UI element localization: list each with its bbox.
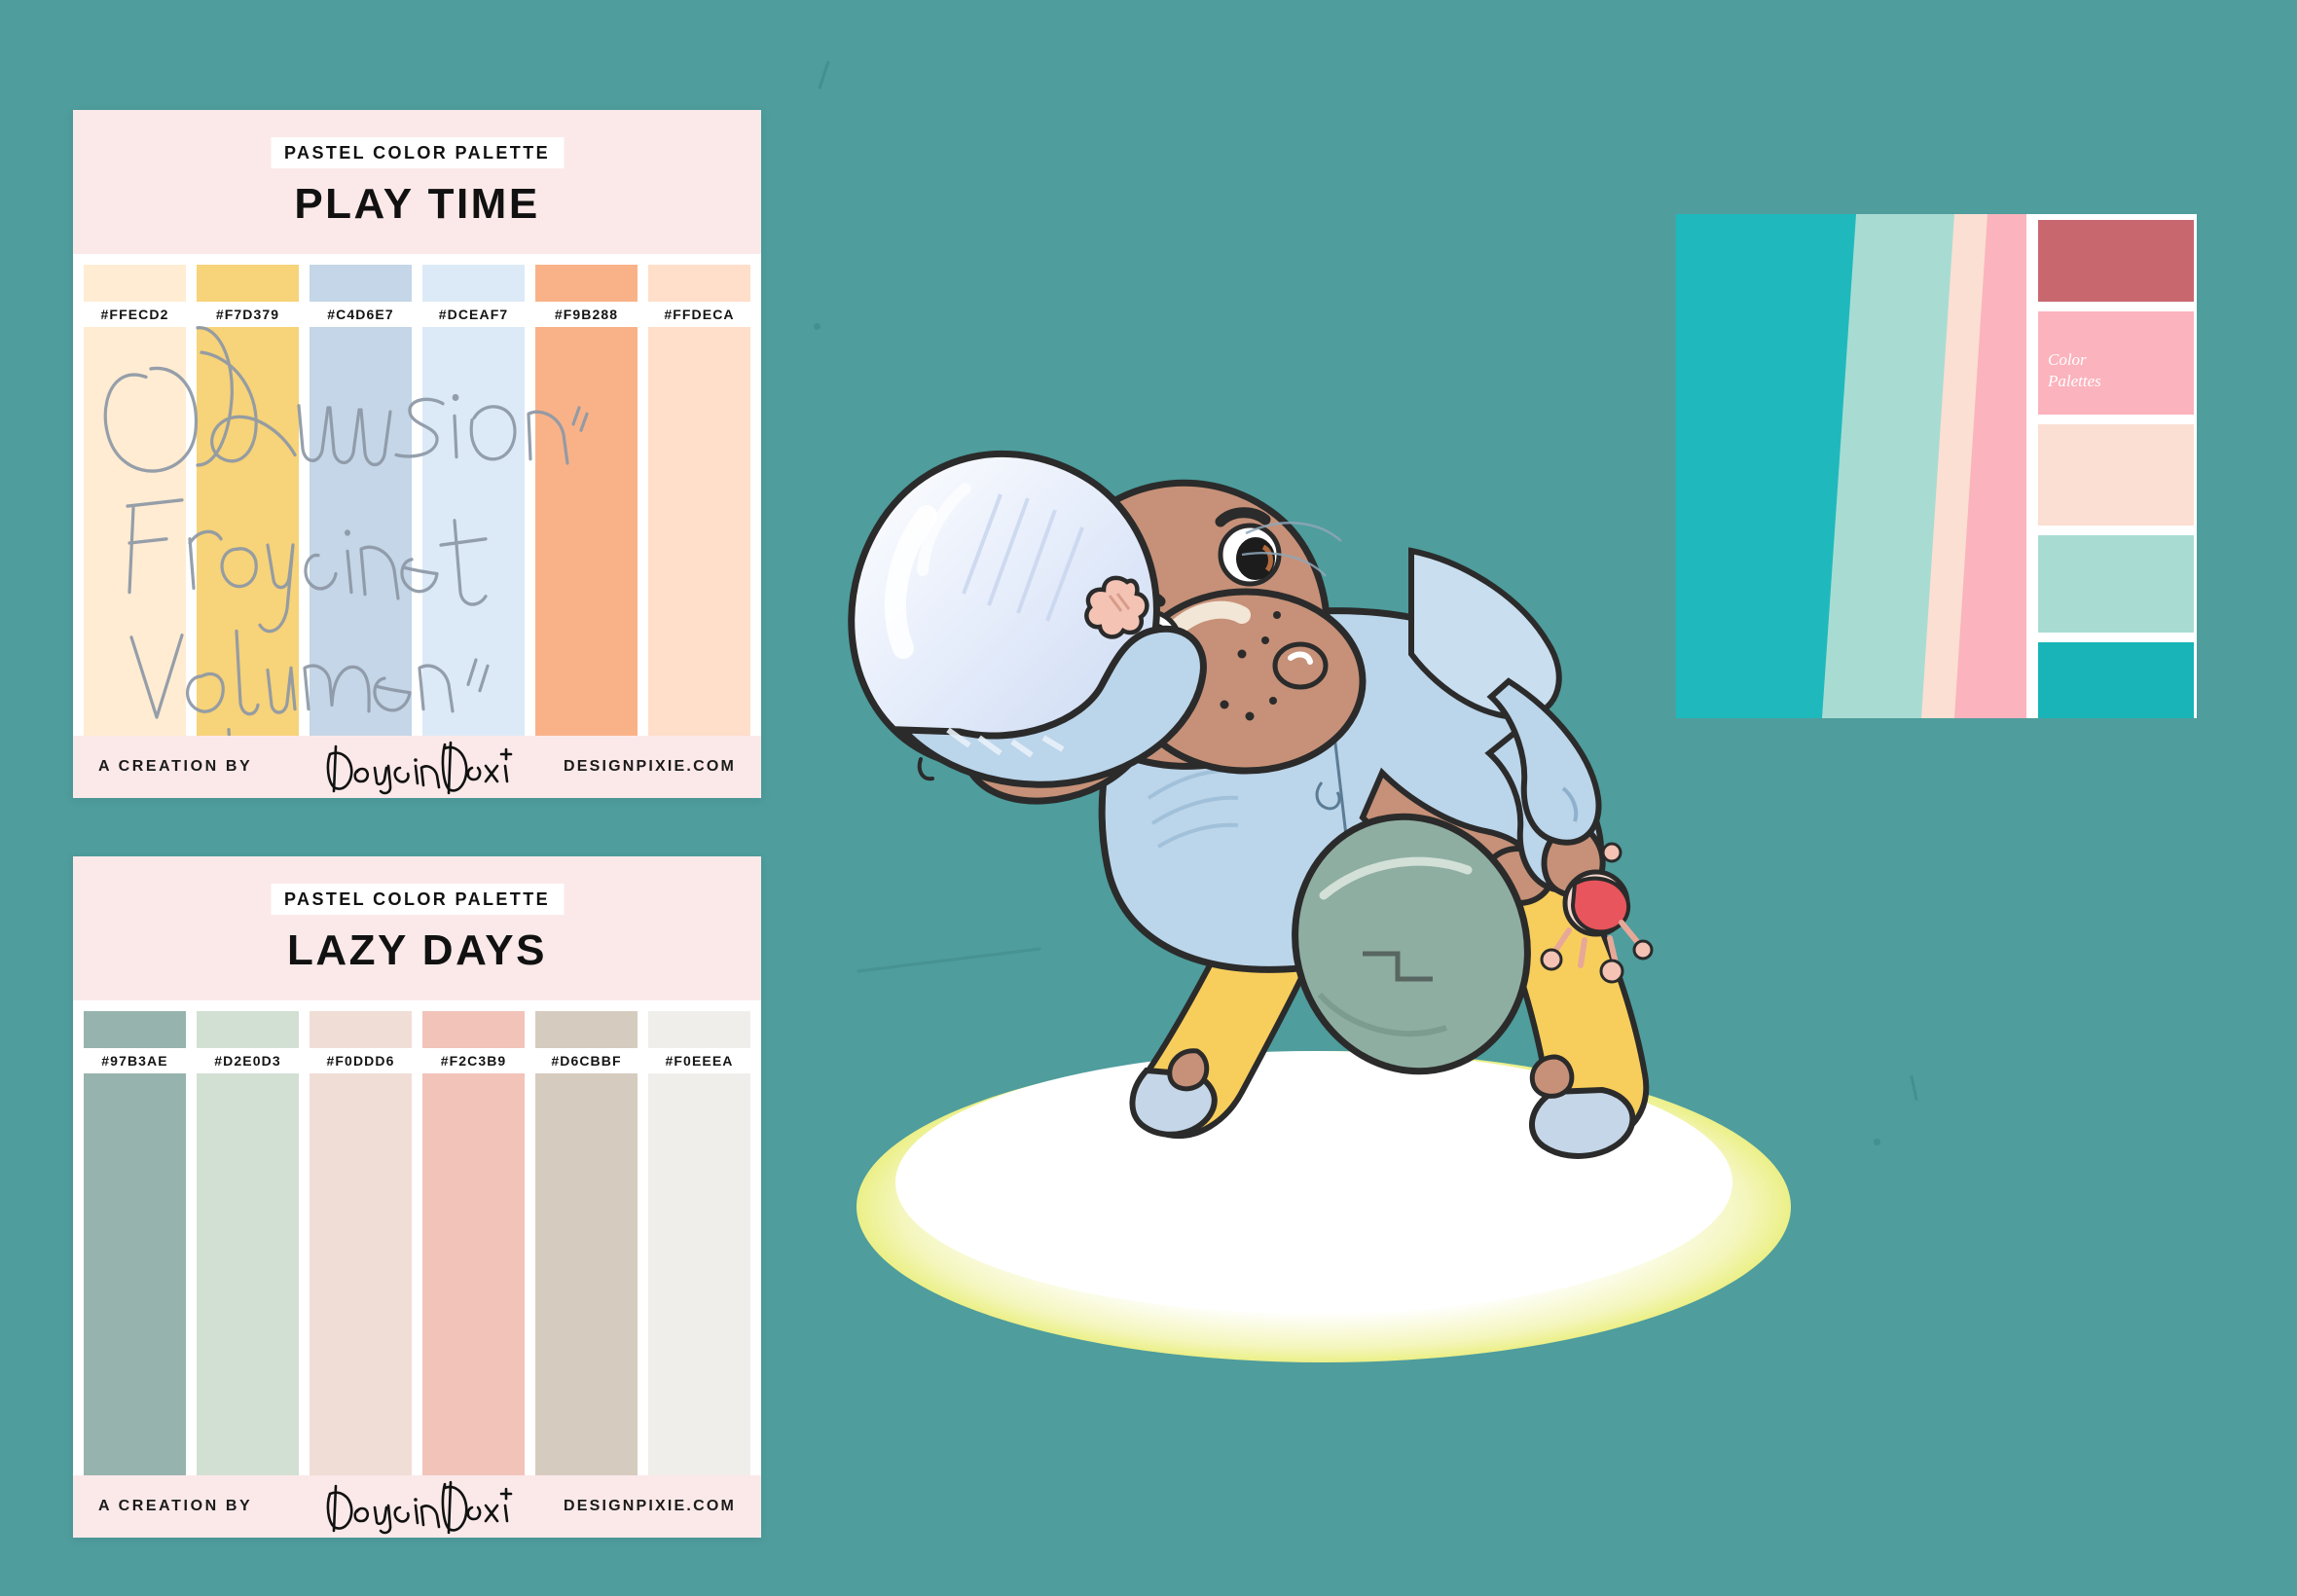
card-eyebrow: PASTEL COLOR PALETTE [270,884,565,915]
swatch-column[interactable]: #F0EEEA [648,1011,750,1475]
swatch-chip-body [422,327,525,736]
swatch-column[interactable]: #FFDECA [648,265,750,736]
swatch-chip-body [310,1073,412,1475]
swatch-chip-body [310,327,412,736]
swatch-chip-top [84,1011,186,1048]
bone-badge [1084,575,1149,639]
stray-mark [1910,1074,1918,1102]
card-header: PASTEL COLOR PALETTE LAZY DAYS [73,856,761,1000]
chip-rose [2038,220,2194,302]
dog-nose [1272,641,1329,690]
swatch-chip-body [84,1073,186,1475]
diagonal-stripes [1676,214,2026,718]
palette-card-lazy-days[interactable]: PASTEL COLOR PALETTE LAZY DAYS #97B3AE #… [73,856,761,1538]
swatch-chip-top [648,1011,750,1048]
swatch-column[interactable]: #DCEAF7 [422,265,525,736]
chip-column [2038,220,2194,718]
swatch-column[interactable]: #D6CBBF [535,1011,638,1475]
candy-decoration [1540,842,1654,984]
swatch-hex-label: #DCEAF7 [422,302,525,327]
swatch-column[interactable]: #F7D379 [197,265,299,736]
card-header: PASTEL COLOR PALETTE PLAY TIME [73,110,761,254]
swatch-column[interactable]: #FFECD2 [84,265,186,736]
swatch-hex-label: #D2E0D3 [197,1048,299,1073]
swatch-chip-top [197,1011,299,1048]
swatch-chip-top [310,1011,412,1048]
swatch-column[interactable]: #C4D6E7 [310,265,412,736]
card-title: LAZY DAYS [286,926,548,974]
footer-credit-label: A CREATION BY [98,1498,253,1514]
helmet-band [894,625,1207,788]
footer-credit-label: A CREATION BY [98,758,253,775]
designpixie-logo [326,1480,512,1535]
card-title: PLAY TIME [294,180,540,228]
reference-palette-svg: Color Palettes [1676,214,2197,718]
swatch-column[interactable]: #F9B288 [535,265,638,736]
swatch-chip-body [535,1073,638,1475]
swatch-chip-top [648,265,750,302]
swatch-hex-label: #F0EEEA [648,1048,750,1073]
designpixie-logo [326,741,512,795]
swatch-strip: #97B3AE #D2E0D3 #F0DDD6 #F2C3B9 #D6CBBF [73,1000,761,1475]
dog-shield [1292,813,1531,1075]
swatch-chip-body [84,327,186,736]
reference-caption-line2: Palettes [2047,372,2101,390]
swatch-column[interactable]: #F2C3B9 [422,1011,525,1475]
palette-card-play-time[interactable]: PASTEL COLOR PALETTE PLAY TIME #FFECD2 #… [73,110,761,798]
dog-knight-illustration [848,450,1791,1362]
swatch-chip-body [648,327,750,736]
swatch-hex-label: #F7D379 [197,302,299,327]
swatch-column[interactable]: #D2E0D3 [197,1011,299,1475]
chip-pink [2038,311,2194,415]
swatch-chip-top [422,265,525,302]
reference-palette-image[interactable]: Color Palettes [1676,214,2197,718]
swatch-hex-label: #FFECD2 [84,302,186,327]
swatch-hex-label: #F9B288 [535,302,638,327]
swatch-strip: #FFECD2 #F7D379 #C4D6E7 #DCEAF7 #F9B288 [73,254,761,736]
stray-mark [818,60,830,90]
swatch-chip-top [197,265,299,302]
footer-website-label: DESIGNPIXIE.COM [563,1498,736,1514]
swatch-hex-label: #FFDECA [648,302,750,327]
swatch-chip-body [648,1073,750,1475]
swatch-chip-body [197,1073,299,1475]
swatch-chip-body [422,1073,525,1475]
swatch-hex-label: #F0DDD6 [310,1048,412,1073]
swatch-hex-label: #F2C3B9 [422,1048,525,1073]
footer-website-label: DESIGNPIXIE.COM [563,758,736,775]
swatch-column[interactable]: #F0DDD6 [310,1011,412,1475]
ground-patch [857,1051,1791,1362]
swatch-chip-body [197,327,299,736]
swatch-chip-top [535,1011,638,1048]
dog-helmet [848,450,1207,788]
swatch-hex-label: #C4D6E7 [310,302,412,327]
card-eyebrow: PASTEL COLOR PALETTE [270,137,565,168]
swatch-chip-body [535,327,638,736]
swatch-hex-label: #97B3AE [84,1048,186,1073]
dog-cape [1486,677,1602,846]
swatch-column[interactable]: #97B3AE [84,1011,186,1475]
reference-caption-line1: Color [2048,350,2087,369]
card-footer: A CREATION BY [73,1475,761,1538]
swatch-hex-label: #D6CBBF [535,1048,638,1073]
swatch-chip-top [422,1011,525,1048]
chip-cream [2038,424,2194,526]
chip-teal [2038,642,2194,718]
card-footer: A CREATION BY [73,736,761,798]
swatch-chip-top [84,265,186,302]
swatch-chip-top [310,265,412,302]
chip-mint [2038,535,2194,633]
dog-collar [1408,547,1562,720]
swatch-chip-top [535,265,638,302]
dog-boot-right [1529,1086,1636,1159]
